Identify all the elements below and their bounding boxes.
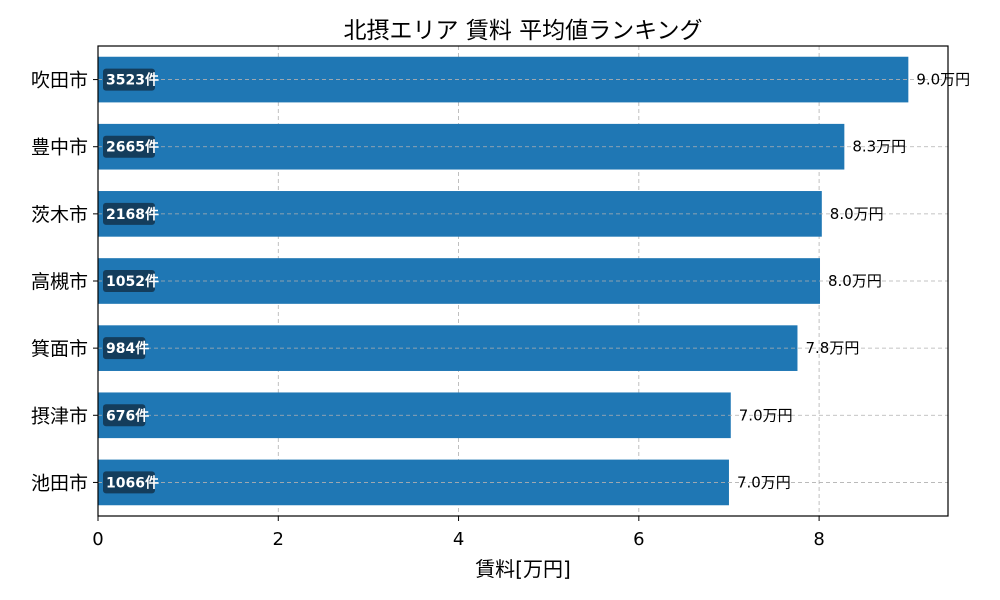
value-label: 7.0万円	[739, 406, 793, 424]
category-label: 箕面市	[31, 338, 88, 360]
category-label: 豊中市	[31, 137, 88, 159]
chart-title: 北摂エリア 賃料 平均値ランキング	[344, 18, 703, 44]
category-label: 茨木市	[31, 204, 88, 226]
horizontal-grid-layer	[98, 79, 948, 483]
ticks-layer: 0 2 4 6 8	[92, 79, 825, 550]
value-label: 8.3万円	[852, 138, 906, 156]
count-label: 676件	[106, 407, 149, 424]
count-label: 2665件	[106, 139, 159, 156]
category-label: 高槻市	[31, 271, 88, 293]
count-badge	[103, 337, 146, 360]
value-label: 8.0万円	[828, 272, 882, 290]
bar	[98, 325, 798, 371]
count-badge	[103, 202, 155, 225]
x-tick-label: 6	[633, 529, 644, 550]
count-label: 3523件	[106, 72, 159, 89]
x-tick-label: 4	[453, 529, 464, 550]
x-tick-label: 2	[273, 529, 284, 550]
category-label: 池田市	[31, 472, 88, 494]
count-badge	[103, 404, 146, 427]
value-label: 7.0万円	[737, 473, 791, 491]
count-label: 1052件	[106, 273, 159, 290]
x-axis-label: 賃料[万円]	[475, 557, 571, 581]
count-badge	[103, 471, 155, 494]
count-badge	[103, 68, 155, 91]
value-label: 7.8万円	[805, 339, 859, 357]
value-label: 8.0万円	[830, 205, 884, 223]
count-label: 1066件	[106, 474, 159, 491]
category-label: 吹田市	[31, 70, 88, 92]
count-badge	[103, 135, 155, 158]
count-badge	[103, 270, 155, 292]
count-label: 984件	[106, 340, 149, 357]
category-label: 摂津市	[31, 405, 88, 427]
count-label: 2168件	[106, 206, 159, 223]
x-tick-label: 0	[92, 529, 103, 550]
value-label: 9.0万円	[916, 71, 970, 89]
x-tick-label: 8	[813, 529, 824, 550]
